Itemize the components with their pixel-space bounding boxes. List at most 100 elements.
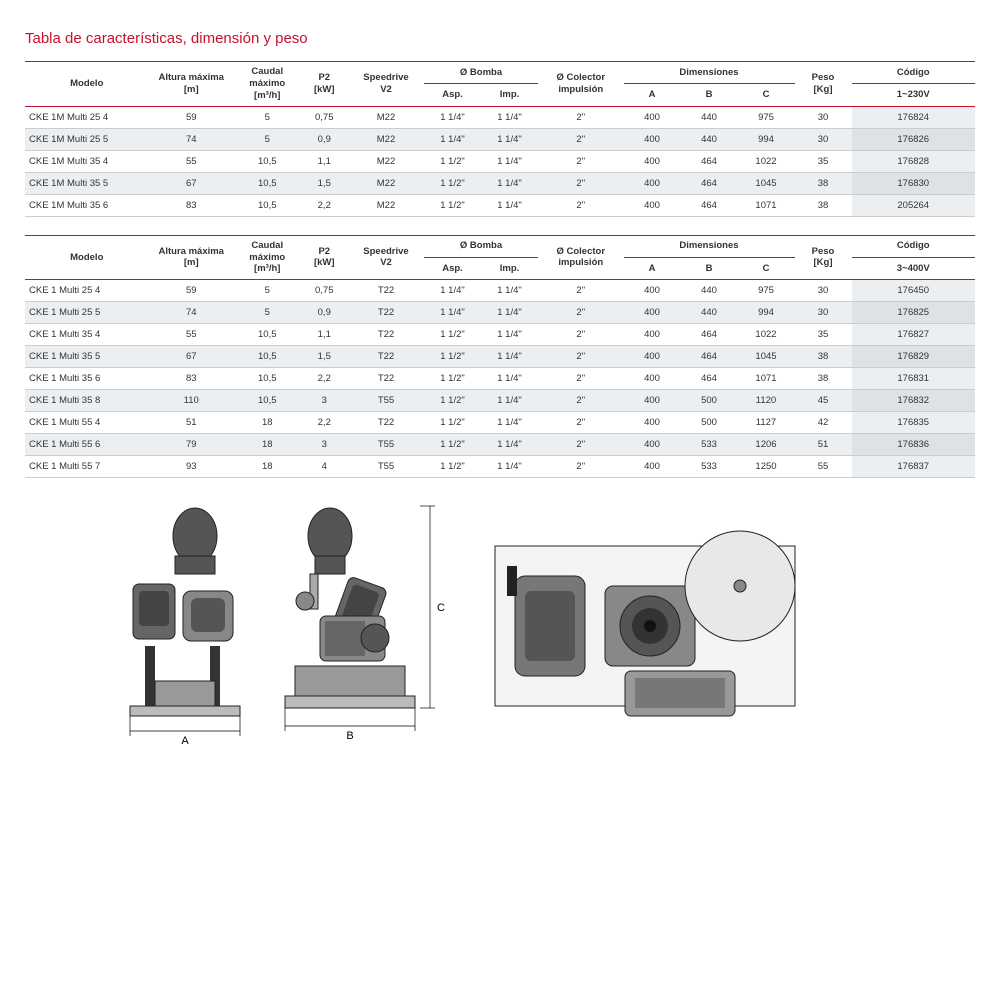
cell-peso: 38 <box>795 194 852 216</box>
cell-c: 1045 <box>738 346 795 368</box>
cell-p2: 1,1 <box>301 150 349 172</box>
cell-p2: 1,1 <box>301 324 349 346</box>
cell-code: 176836 <box>852 434 976 456</box>
cell-altura: 74 <box>149 302 235 324</box>
th-caudal: Caudalmáximo[m³/h] <box>234 62 301 107</box>
cell-caudal: 10,5 <box>234 172 301 194</box>
cell-altura: 83 <box>149 194 235 216</box>
cell-spd: M22 <box>348 128 424 150</box>
table-row: CKE 1 Multi 25 45950,75T221 1/4"1 1/4"2"… <box>25 280 975 302</box>
cell-caudal: 18 <box>234 434 301 456</box>
table-row: CKE 1 Multi 35 45510,51,1T221 1/2"1 1/4"… <box>25 324 975 346</box>
cell-asp: 1 1/4" <box>424 128 481 150</box>
th-b: B <box>681 257 738 279</box>
th-colector: Ø Colectorimpulsión <box>538 235 624 280</box>
cell-imp: 1 1/4" <box>481 302 538 324</box>
cell-imp: 1 1/4" <box>481 412 538 434</box>
cell-a: 400 <box>624 128 681 150</box>
th-altura: Altura máxima[m] <box>149 235 235 280</box>
cell-peso: 30 <box>795 128 852 150</box>
cell-col: 2" <box>538 456 624 478</box>
cell-peso: 45 <box>795 390 852 412</box>
cell-peso: 38 <box>795 368 852 390</box>
cell-asp: 1 1/2" <box>424 368 481 390</box>
cell-asp: 1 1/4" <box>424 280 481 302</box>
cell-peso: 35 <box>795 324 852 346</box>
cell-model: CKE 1 Multi 55 7 <box>25 456 149 478</box>
th-b: B <box>681 84 738 106</box>
cell-b: 440 <box>681 302 738 324</box>
cell-asp: 1 1/4" <box>424 302 481 324</box>
th-p2: P2[kW] <box>301 235 349 280</box>
cell-c: 1206 <box>738 434 795 456</box>
cell-spd: T22 <box>348 346 424 368</box>
cell-asp: 1 1/2" <box>424 390 481 412</box>
dim-label-a: A <box>181 735 189 747</box>
cell-imp: 1 1/4" <box>481 390 538 412</box>
cell-col: 2" <box>538 302 624 324</box>
cell-a: 400 <box>624 280 681 302</box>
cell-b: 464 <box>681 346 738 368</box>
cell-col: 2" <box>538 106 624 128</box>
cell-col: 2" <box>538 346 624 368</box>
cell-p2: 0,75 <box>301 106 349 128</box>
cell-model: CKE 1 Multi 35 4 <box>25 324 149 346</box>
cell-c: 1127 <box>738 412 795 434</box>
cell-p2: 1,5 <box>301 346 349 368</box>
cell-altura: 79 <box>149 434 235 456</box>
cell-asp: 1 1/2" <box>424 434 481 456</box>
cell-altura: 67 <box>149 172 235 194</box>
th-speedrive: SpeedriveV2 <box>348 235 424 280</box>
th-c: C <box>738 84 795 106</box>
cell-altura: 59 <box>149 280 235 302</box>
cell-code: 176824 <box>852 106 976 128</box>
cell-b: 464 <box>681 324 738 346</box>
cell-b: 440 <box>681 106 738 128</box>
cell-spd: T22 <box>348 302 424 324</box>
cell-code: 205264 <box>852 194 976 216</box>
cell-model: CKE 1M Multi 25 4 <box>25 106 149 128</box>
cell-p2: 2,2 <box>301 368 349 390</box>
cell-col: 2" <box>538 194 624 216</box>
cell-peso: 35 <box>795 150 852 172</box>
cell-col: 2" <box>538 390 624 412</box>
table-row: CKE 1M Multi 35 56710,51,5M221 1/2"1 1/4… <box>25 172 975 194</box>
cell-a: 400 <box>624 456 681 478</box>
cell-model: CKE 1 Multi 55 4 <box>25 412 149 434</box>
cell-c: 1022 <box>738 324 795 346</box>
th-a: A <box>624 84 681 106</box>
cell-imp: 1 1/4" <box>481 128 538 150</box>
table-row: CKE 1 Multi 35 811010,53T551 1/2"1 1/4"2… <box>25 390 975 412</box>
cell-spd: T22 <box>348 324 424 346</box>
spec-table-230v: Modelo Altura máxima[m] Caudalmáximo[m³/… <box>25 61 975 217</box>
cell-caudal: 5 <box>234 302 301 324</box>
th-bomba: Ø Bomba <box>424 235 538 257</box>
cell-altura: 110 <box>149 390 235 412</box>
table-row: CKE 1 Multi 35 56710,51,5T221 1/2"1 1/4"… <box>25 346 975 368</box>
cell-spd: M22 <box>348 106 424 128</box>
cell-caudal: 5 <box>234 106 301 128</box>
pump-diagram-top <box>485 496 805 726</box>
spec-table-400v: Modelo Altura máxima[m] Caudalmáximo[m³/… <box>25 235 975 479</box>
cell-imp: 1 1/4" <box>481 346 538 368</box>
th-p2: P2[kW] <box>301 62 349 107</box>
th-codigo: Código <box>852 235 976 257</box>
cell-caudal: 10,5 <box>234 150 301 172</box>
th-c: C <box>738 257 795 279</box>
cell-caudal: 5 <box>234 280 301 302</box>
cell-c: 1250 <box>738 456 795 478</box>
table-row: CKE 1 Multi 25 57450,9T221 1/4"1 1/4"2"4… <box>25 302 975 324</box>
th-speedrive: SpeedriveV2 <box>348 62 424 107</box>
cell-b: 533 <box>681 434 738 456</box>
cell-code: 176831 <box>852 368 976 390</box>
cell-spd: T22 <box>348 412 424 434</box>
th-altura: Altura máxima[m] <box>149 62 235 107</box>
cell-p2: 1,5 <box>301 172 349 194</box>
cell-col: 2" <box>538 128 624 150</box>
cell-altura: 74 <box>149 128 235 150</box>
cell-col: 2" <box>538 434 624 456</box>
th-colector: Ø Colectorimpulsión <box>538 62 624 107</box>
cell-col: 2" <box>538 368 624 390</box>
cell-a: 400 <box>624 434 681 456</box>
cell-p2: 2,2 <box>301 194 349 216</box>
